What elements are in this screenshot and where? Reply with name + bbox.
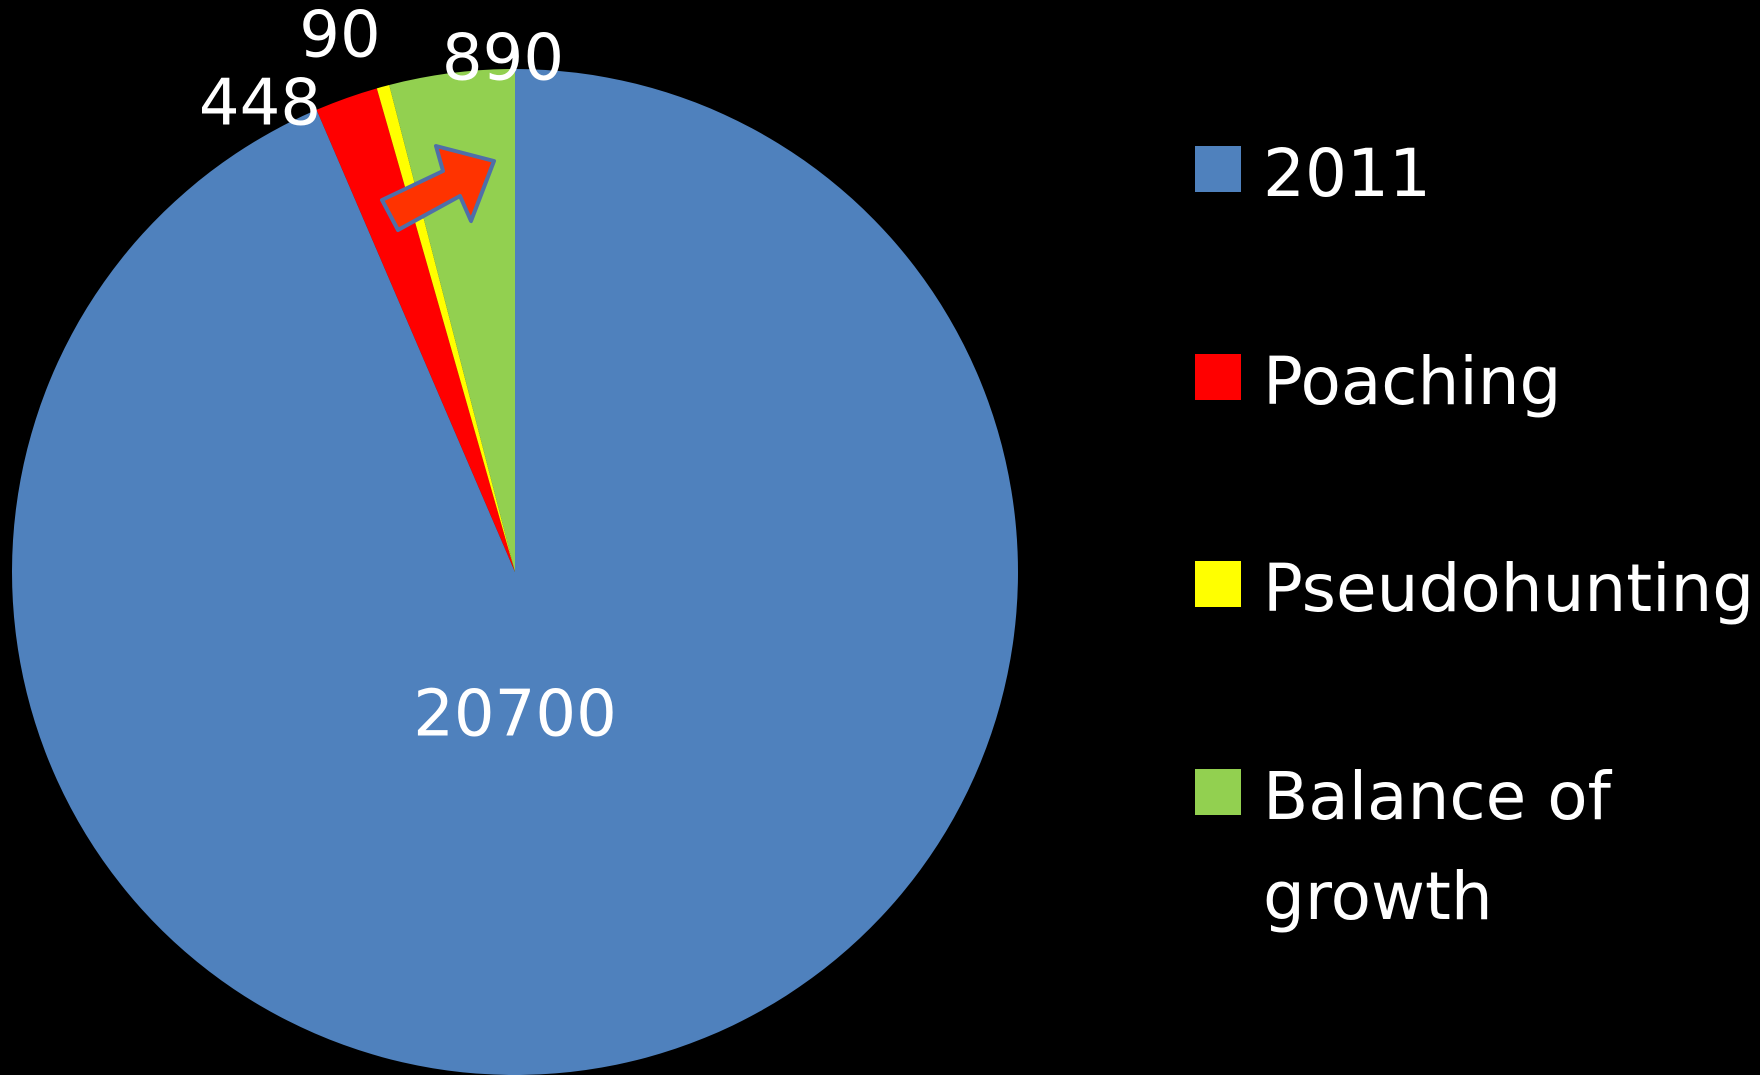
legend-item: Poaching — [1195, 332, 1633, 432]
data-label: 890 — [442, 22, 564, 96]
legend-swatch — [1195, 146, 1241, 192]
pie-slice — [316, 88, 515, 573]
legend-item: Balance of growth — [1195, 747, 1633, 947]
legend-swatch — [1195, 354, 1241, 400]
pie-slice — [12, 69, 1018, 1075]
legend-swatch — [1195, 769, 1241, 815]
legend-label: Balance of growth — [1263, 758, 1611, 935]
legend: 2011 Poaching Pseudohunting Balance of grow… — [1195, 0, 1755, 1075]
arrow — [380, 144, 496, 232]
legend-swatch — [1195, 561, 1241, 607]
data-label: 90 — [299, 0, 380, 73]
legend-item: Pseudohunting — [1195, 539, 1755, 639]
legend-item: 2011 — [1195, 124, 1633, 224]
pie — [12, 69, 1018, 1075]
legend-label: Poaching — [1263, 343, 1562, 420]
legend-label: 2011 — [1263, 135, 1431, 212]
data-label: 448 — [199, 67, 321, 141]
data-label: 20700 — [413, 678, 617, 752]
legend-label: Pseudohunting — [1263, 550, 1755, 627]
